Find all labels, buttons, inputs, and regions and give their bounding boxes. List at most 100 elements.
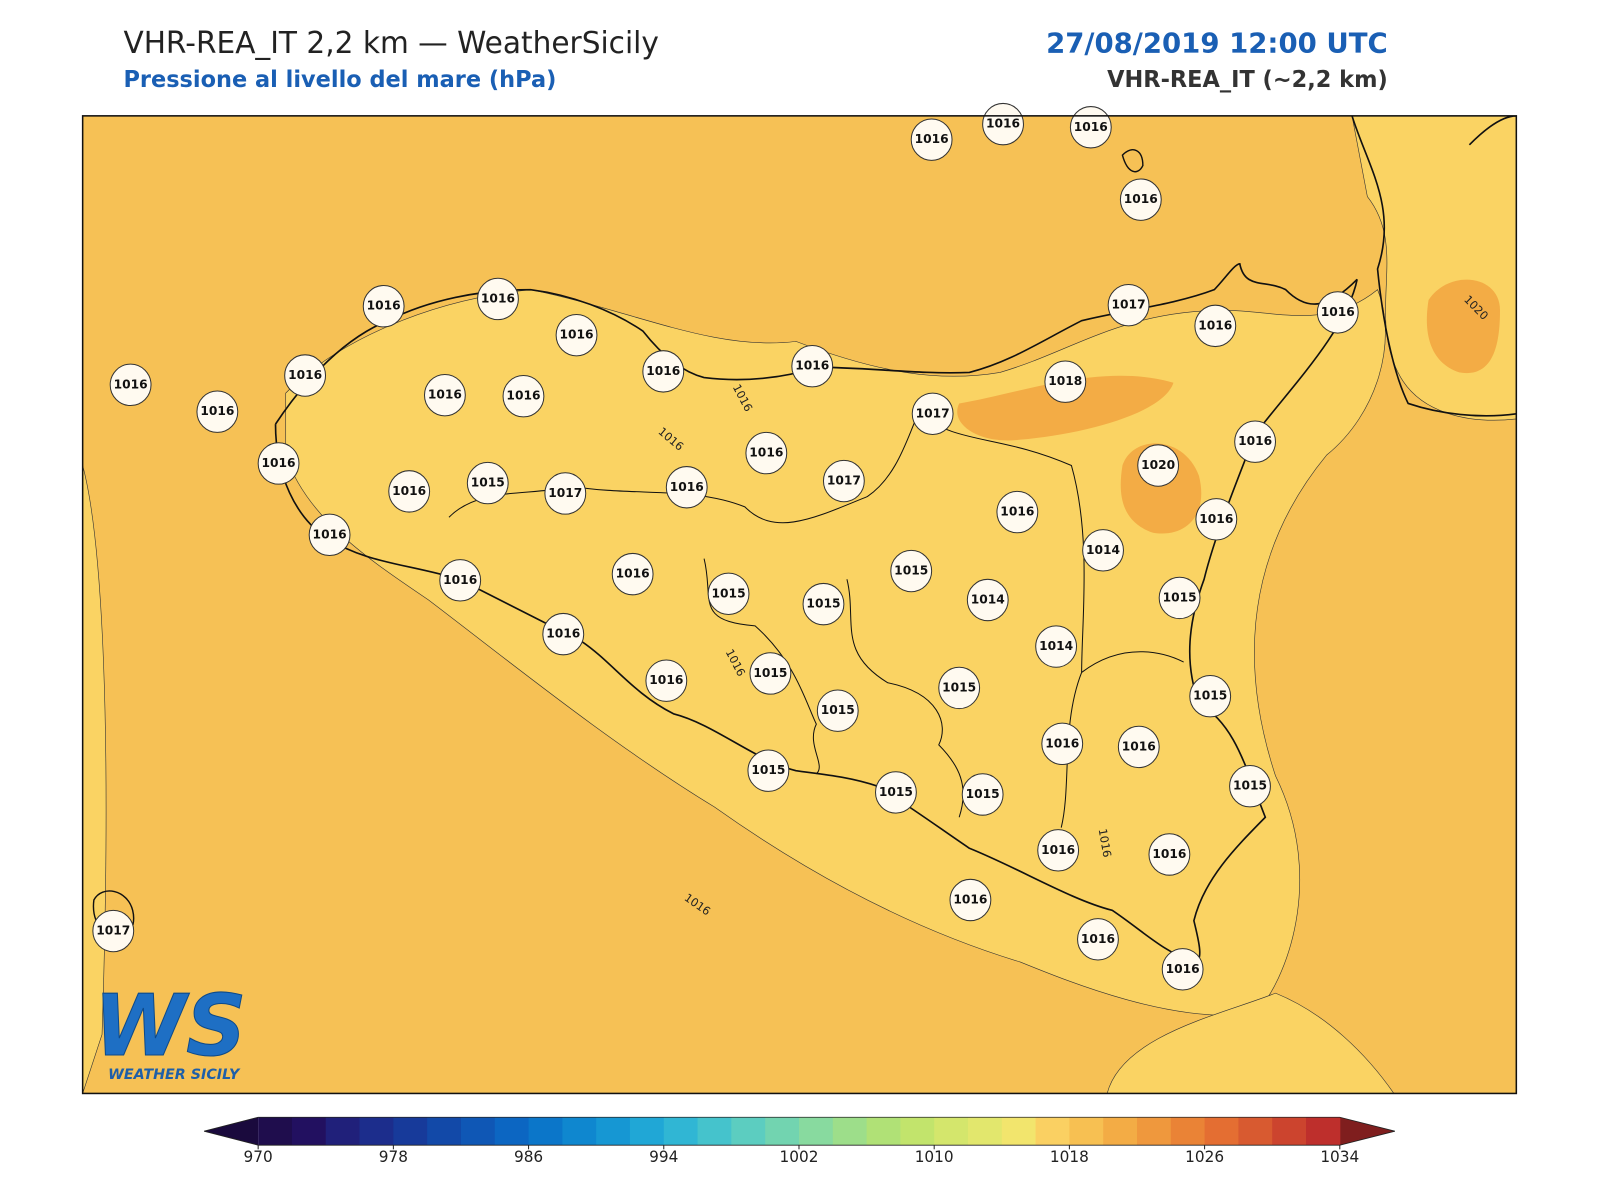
colorbar-over	[1339, 1117, 1395, 1146]
station-value: 1016	[1041, 843, 1075, 857]
island	[1121, 149, 1144, 173]
colorbar-segment	[393, 1117, 428, 1146]
station-marker	[996, 490, 1039, 534]
colorbar-segment	[325, 1117, 361, 1146]
station: 1017	[822, 459, 865, 503]
station-marker	[1148, 833, 1191, 876]
station-value: 1016	[1199, 512, 1233, 526]
station-value: 1016	[749, 446, 783, 460]
colorbar-segment	[494, 1117, 530, 1146]
station-value: 1015	[712, 586, 746, 600]
station: 1015	[802, 582, 845, 626]
colorbar-segment	[1272, 1117, 1307, 1146]
station-marker	[1044, 360, 1087, 403]
station-marker	[1119, 178, 1162, 221]
pressure-high	[957, 375, 1174, 441]
station-value: 1016	[616, 567, 650, 581]
station: 1020	[1137, 444, 1180, 487]
station-value: 1015	[806, 597, 840, 611]
station-marker	[875, 771, 917, 814]
station-marker	[938, 666, 981, 710]
station: 1016	[645, 659, 688, 702]
colorbar-segment	[1238, 1117, 1273, 1146]
station-marker	[966, 578, 1009, 622]
station-value: 1016	[114, 377, 148, 391]
colorbar-tick-label: 1034	[1320, 1148, 1359, 1166]
station-value: 1016	[646, 364, 680, 378]
colorbar-segment	[359, 1117, 394, 1146]
colorbar-segment	[1069, 1117, 1104, 1146]
station-value: 1016	[795, 359, 829, 373]
station-value: 1015	[753, 666, 787, 680]
station: 1016	[1117, 725, 1160, 769]
station-marker	[1082, 529, 1124, 572]
station-value: 1018	[1048, 374, 1082, 388]
station-marker	[822, 459, 865, 503]
colorbar-tick-label: 1010	[915, 1148, 954, 1166]
station-value: 1016	[670, 480, 704, 494]
station-value: 1016	[986, 117, 1020, 131]
colorbar-segment	[562, 1117, 597, 1146]
station: 1016	[642, 350, 685, 393]
station-value: 1017	[96, 923, 130, 937]
station-marker	[1069, 106, 1112, 149]
station-value: 1015	[966, 787, 1000, 801]
station-marker	[423, 373, 466, 417]
station-marker	[949, 878, 992, 922]
station-marker	[92, 909, 135, 953]
station-marker	[982, 102, 1024, 146]
station: 1016	[1037, 829, 1080, 872]
station-value: 1016	[1045, 736, 1079, 750]
station-marker	[109, 363, 152, 407]
station-marker	[308, 513, 351, 557]
station: 1016	[423, 373, 466, 417]
station-marker	[362, 285, 405, 328]
station-value: 1016	[1198, 318, 1232, 332]
map: 1016 1016 1016 1016 1016 1020 1016 1016 1016 1016…	[81, 102, 1518, 1095]
pressure-zone	[1106, 992, 1395, 1094]
station-value: 1016	[443, 573, 477, 587]
station: 1015	[961, 773, 1004, 816]
station-marker	[791, 345, 834, 388]
station: 1016	[1161, 948, 1204, 991]
colorbar-tick-label: 970	[244, 1148, 273, 1166]
station-marker	[1041, 722, 1084, 766]
station: 1016	[982, 102, 1024, 146]
station: 1016	[1316, 291, 1359, 334]
station: 1016	[611, 552, 654, 596]
colorbar-tick-label: 978	[379, 1148, 408, 1166]
colorbar-segment	[765, 1117, 800, 1146]
station: 1015	[749, 652, 792, 695]
station-value: 1016	[915, 132, 949, 146]
station: 1016	[1041, 722, 1084, 766]
colorbar-segment	[528, 1117, 563, 1146]
colorbar-segment	[697, 1117, 732, 1146]
station-marker	[439, 559, 482, 602]
station: 1016	[196, 390, 239, 433]
station-value: 1016	[262, 456, 296, 470]
station-marker	[555, 313, 598, 357]
station: 1014	[966, 578, 1009, 622]
coastline	[274, 262, 1358, 425]
pressure-high	[1426, 279, 1500, 374]
colorbar-segment	[1001, 1117, 1037, 1146]
colorbar-segment	[427, 1117, 462, 1146]
station: 1016	[555, 313, 598, 357]
station: 1016	[284, 354, 327, 397]
station: 1016	[439, 559, 482, 602]
station-marker	[961, 773, 1004, 816]
station: 1014	[1035, 625, 1078, 668]
logo-text: WEATHER SICILY	[108, 1067, 241, 1083]
station: 1015	[747, 749, 790, 792]
station-value: 1016	[1081, 932, 1115, 946]
station-marker	[502, 375, 545, 418]
station-marker	[1189, 675, 1232, 718]
station-marker	[257, 442, 300, 485]
station-value: 1017	[548, 486, 582, 500]
station: 1016	[388, 470, 431, 513]
station-value: 1017	[827, 473, 861, 487]
logo-mark: WS	[94, 977, 247, 1076]
station-value: 1015	[1193, 689, 1227, 703]
